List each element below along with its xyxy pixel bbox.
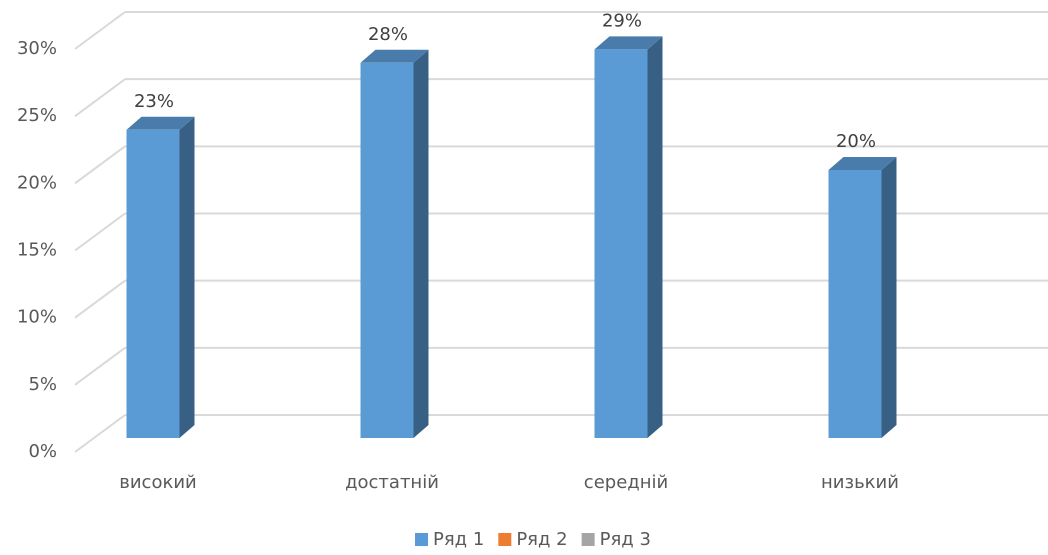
x-tick-label: високий (119, 472, 196, 493)
grid-line (74, 145, 126, 185)
bar-side (413, 49, 429, 439)
legend-label: Ряд 1 (433, 529, 484, 550)
x-tick-label: достатній (345, 472, 439, 493)
grid-line (74, 212, 126, 252)
bar-side (179, 116, 195, 439)
y-tick-label: 15% (17, 240, 57, 261)
bar-top (594, 36, 663, 50)
y-tick-label: 10% (17, 307, 57, 328)
legend-swatch (498, 533, 512, 546)
x-tick-label: низький (821, 472, 899, 493)
bar (126, 129, 180, 439)
bar-top (828, 157, 897, 170)
data-label: 29% (602, 10, 642, 31)
legend-label: Ряд 3 (600, 529, 651, 550)
bar (360, 62, 414, 439)
data-label: 20% (836, 131, 876, 152)
y-tick-label: 20% (17, 172, 57, 193)
data-label: 28% (368, 24, 408, 45)
grid-line (74, 347, 126, 386)
legend-label: Ряд 2 (516, 529, 567, 550)
bar (828, 170, 882, 438)
y-tick-label: 5% (28, 374, 57, 395)
y-tick-label: 0% (28, 441, 57, 462)
x-tick-label: середній (584, 472, 668, 493)
bar (594, 49, 648, 439)
grid-line (74, 11, 126, 50)
bar-side (647, 36, 663, 439)
y-tick-label: 30% (17, 38, 57, 59)
bar-top (360, 49, 429, 63)
grid-line (74, 78, 126, 117)
legend-swatch (581, 533, 595, 546)
y-tick-label: 25% (17, 105, 57, 126)
grid-line (74, 279, 126, 319)
legend-swatch (415, 533, 428, 546)
bar-side (881, 157, 897, 438)
bar-top (126, 116, 195, 130)
grid-line (74, 414, 126, 453)
data-label: 23% (134, 91, 174, 112)
